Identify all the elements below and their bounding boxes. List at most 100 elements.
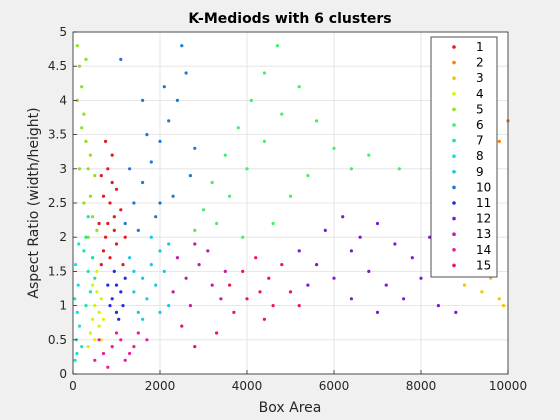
data-point-10 [123,221,127,226]
legend-label-9: 9 [476,165,484,179]
data-point-1 [101,194,106,198]
data-point-7 [91,256,95,260]
legend-marker-10 [452,185,456,190]
data-point-10 [145,133,149,137]
data-point-13 [197,263,201,267]
data-point-15 [245,297,249,301]
legend-marker-8 [452,154,456,158]
data-point-10 [158,139,162,143]
data-point-6 [271,221,275,226]
data-point-10 [188,174,192,178]
chart-title: K-Mediods with 6 clusters [188,11,391,27]
data-point-12 [367,269,371,273]
legend-label-12: 12 [476,212,491,226]
data-point-3 [489,276,493,280]
y-tick-label: 1 [59,299,67,313]
data-point-6 [297,85,301,89]
data-point-9 [132,290,136,294]
data-point-8 [80,345,84,349]
data-point-12 [375,221,380,226]
data-point-11 [117,317,121,321]
legend-marker-7 [452,138,456,143]
x-tick-label: 6000 [319,379,350,393]
data-point-6 [215,221,219,226]
data-point-11 [114,310,119,314]
data-point-7 [84,235,88,239]
legend-label-4: 4 [476,87,484,101]
legend-marker-5 [452,107,456,112]
legend-label-6: 6 [476,118,484,132]
data-point-9 [149,263,153,267]
data-point-15 [215,331,219,335]
data-point-4 [95,290,99,294]
legend-marker-9 [452,170,456,174]
data-point-10 [128,167,132,171]
y-tick-label: 0 [59,367,67,381]
data-point-13 [223,269,227,273]
x-axis-ticks: 0 2000 4000 6000 8000 10000 [69,370,527,393]
data-point-6 [245,167,249,171]
data-point-9 [158,249,162,253]
data-point-13 [219,297,223,301]
data-point-11 [119,290,123,294]
data-point-13 [175,256,179,260]
data-point-4 [86,345,90,349]
x-tick-label: 8000 [406,379,437,393]
data-point-4 [91,283,95,287]
y-tick-label: 4 [59,93,67,107]
data-point-6 [349,167,353,171]
data-point-8 [77,242,81,246]
data-point-1 [104,235,108,239]
data-point-6 [332,146,336,150]
data-point-12 [419,276,423,280]
data-point-5 [82,112,86,116]
data-point-10 [141,180,145,185]
data-point-11 [114,283,119,287]
data-point-14 [114,331,119,335]
data-point-9 [136,310,140,314]
data-point-15 [280,263,284,267]
legend-label-13: 13 [476,227,491,241]
data-point-9 [128,256,132,260]
y-tick-label: 3 [59,162,67,176]
data-point-14 [106,365,110,369]
data-point-15 [232,310,236,314]
data-point-10 [180,44,184,48]
data-point-14 [93,358,97,362]
data-point-1 [108,256,112,260]
data-point-9 [141,276,145,280]
data-point-9 [132,269,136,273]
legend-box [430,36,498,278]
data-point-1 [97,221,101,226]
legend-marker-13 [452,232,456,236]
data-point-10 [141,98,145,102]
data-point-14 [128,351,132,356]
data-point-5 [86,235,90,239]
data-point-13 [206,249,210,253]
data-point-3 [502,304,506,308]
data-point-14 [132,345,136,349]
data-point-12 [454,310,458,314]
x-tick-label: 10000 [489,379,527,393]
data-point-5 [77,167,82,171]
data-point-12 [297,249,301,253]
data-point-6 [262,71,266,75]
data-point-6 [241,235,245,239]
data-point-12 [375,310,380,314]
legend-marker-3 [452,76,456,80]
data-point-1 [108,201,112,205]
y-tick-label: 5 [59,25,67,39]
data-point-5 [93,174,97,178]
data-point-12 [393,242,397,246]
legend-marker-6 [452,123,456,127]
data-point-1 [104,139,108,143]
data-point-13 [188,304,192,308]
data-point-1 [99,263,103,267]
data-point-10 [136,228,140,232]
data-point-10 [184,71,188,75]
data-point-12 [341,215,345,219]
data-point-5 [88,153,92,157]
x-tick-label: 2000 [145,379,176,393]
data-point-6 [367,153,371,157]
data-point-9 [167,242,171,246]
